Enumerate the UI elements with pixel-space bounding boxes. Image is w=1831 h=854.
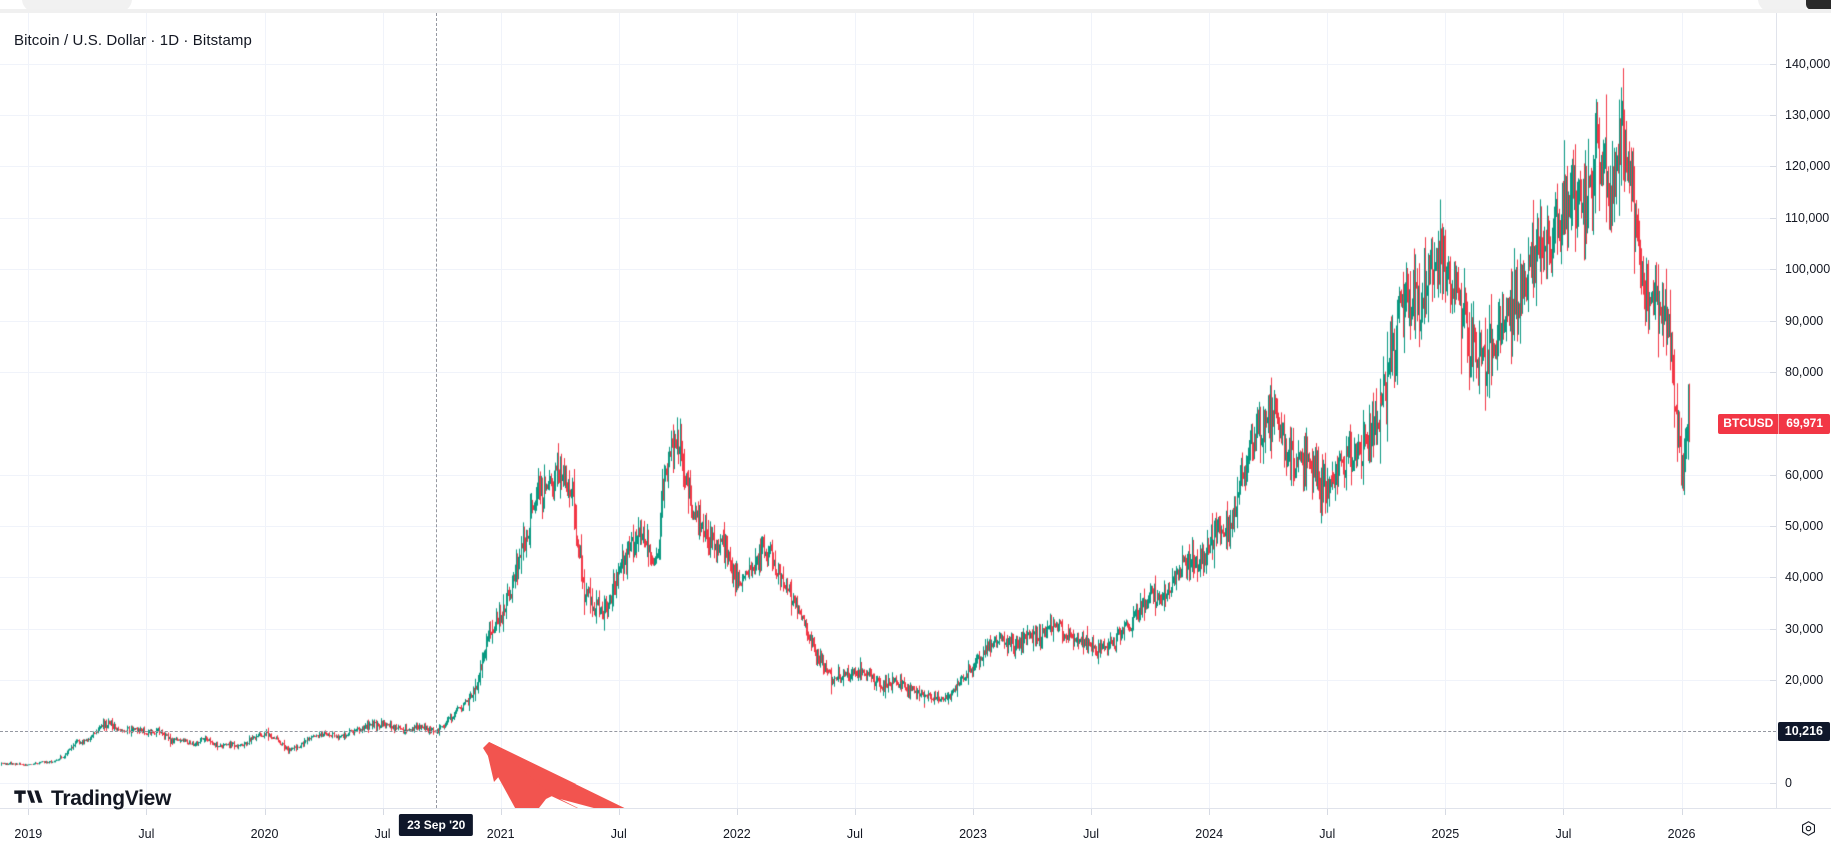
last-price-ticker: BTCUSD [1718, 414, 1780, 434]
price-axis-tick [1770, 371, 1776, 373]
price-axis-tick-label: 50,000 [1785, 519, 1824, 534]
chart-plot-area[interactable]: Bitcoin / U.S. Dollar · 1D · Bitstamp [0, 13, 1776, 821]
price-axis-tick-label: 140,000 [1785, 56, 1831, 71]
time-axis-tick [973, 809, 975, 815]
price-axis-tick [1770, 577, 1776, 579]
price-axis-tick [1770, 680, 1776, 682]
time-axis-tick-label: 2022 [722, 827, 751, 841]
candlestick-series [0, 13, 1776, 808]
browser-toolbar-strip [0, 0, 1831, 13]
tradingview-logo-text: TradingView [51, 787, 172, 810]
price-axis-tick [1770, 474, 1776, 476]
time-axis-tick [736, 809, 738, 815]
crosshair-vertical-line [436, 13, 438, 808]
price-axis-tick-label: 90,000 [1785, 313, 1824, 328]
price-axis-tick-label: 0 [1785, 776, 1792, 790]
price-axis-tick-label: 120,000 [1785, 159, 1831, 174]
price-axis-tick [1770, 114, 1776, 116]
time-axis-tick-label: 2026 [1667, 827, 1696, 841]
price-axis-tick-label: 60,000 [1785, 467, 1824, 482]
time-axis-tick-label: Jul [846, 827, 863, 841]
last-price-badge[interactable]: BTCUSD 69,971 [1718, 414, 1830, 434]
price-axis[interactable]: 140,000 130,000 120,000 110,000 100,000 90,00… [1718, 13, 1831, 808]
price-axis-tick-label: 100,000 [1785, 262, 1831, 277]
symbol-legend[interactable]: Bitcoin / U.S. Dollar · 1D · Bitstamp [14, 32, 252, 49]
time-axis-tick [1445, 809, 1447, 815]
price-axis-tick-label: 80,000 [1785, 364, 1824, 379]
toolbar-button-dark[interactable] [1806, 0, 1831, 10]
price-axis-tick [1770, 320, 1776, 322]
price-axis-tick [1770, 269, 1776, 271]
crosshair-price-badge: 10,216 [1777, 721, 1830, 742]
price-axis-tick-label: 40,000 [1785, 570, 1824, 585]
time-axis-tick [1327, 809, 1329, 815]
time-axis-tick [1681, 809, 1683, 815]
time-axis-tick-label: 2020 [250, 827, 279, 841]
time-axis-tick-label: 2023 [959, 827, 987, 841]
price-axis-tick [1770, 526, 1776, 528]
time-axis-tick [1091, 809, 1093, 815]
time-axis-tick-label: Jul [374, 827, 391, 841]
toolbar-base-divider [0, 9, 1831, 13]
time-axis-tick [1563, 809, 1565, 815]
price-axis-tick [1770, 217, 1776, 219]
price-axis-tick [1770, 166, 1776, 168]
price-axis-tick-label: 30,000 [1785, 621, 1824, 636]
price-axis-tick [1770, 63, 1776, 65]
tradingview-logo-icon [14, 788, 44, 811]
price-axis-tick-label: 20,000 [1785, 673, 1824, 688]
time-axis[interactable]: 2019 Jul 2020 Jul 2021 Jul 2022 Jul 2023 Jul 2024 J… [0, 808, 1831, 854]
price-axis-tick [1770, 628, 1776, 630]
time-axis-tick-label: Jul [1083, 827, 1100, 841]
time-axis-tick [854, 809, 856, 815]
time-axis-tick-label: 2024 [1195, 827, 1224, 841]
time-axis-tick [28, 809, 30, 815]
time-axis-tick [500, 809, 502, 815]
time-axis-tick-label: Jul [1319, 827, 1336, 841]
time-axis-tick-label: Jul [138, 827, 155, 841]
price-axis-tick-label: 130,000 [1785, 107, 1831, 122]
time-axis-tick [618, 809, 620, 815]
crosshair-date-badge: 23 Sep '20 [399, 814, 474, 836]
last-price-value: 69,971 [1786, 416, 1823, 431]
price-axis-tick [1770, 783, 1776, 784]
crosshair-price-value: 10,216 [1784, 723, 1823, 738]
price-axis-tick-label: 110,000 [1785, 210, 1830, 225]
time-axis-tick-label: Jul [610, 827, 627, 841]
crosshair-horizontal-line [0, 730, 1776, 732]
tradingview-logo[interactable]: TradingView [14, 787, 171, 811]
time-axis-tick [264, 809, 266, 815]
time-axis-tick [382, 809, 384, 815]
time-axis-tick [146, 809, 148, 815]
time-axis-tick-label: Jul [1555, 827, 1572, 841]
time-axis-tick-label: 2025 [1431, 827, 1460, 841]
time-axis-tick-label: 2019 [14, 827, 43, 841]
chart-settings-icon[interactable] [1800, 820, 1817, 842]
time-axis-tick-label: 2021 [486, 827, 515, 841]
time-axis-tick [1209, 809, 1211, 815]
